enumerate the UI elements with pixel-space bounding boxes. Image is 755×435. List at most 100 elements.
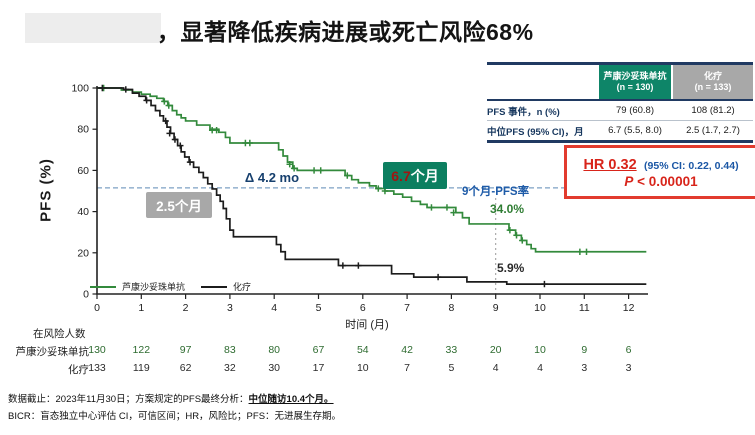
hr-value: HR 0.32 — [583, 156, 637, 173]
at-risk-count: 9 — [581, 344, 588, 356]
at-risk-count: 4 — [537, 362, 543, 374]
censor-mark — [317, 167, 324, 174]
at-risk-count: 6 — [625, 344, 632, 356]
legend-label-chemo: 化疗 — [233, 282, 252, 292]
y-tick-label: 80 — [77, 124, 89, 136]
censor-mark — [186, 158, 194, 166]
y-tick-label: 40 — [77, 206, 89, 218]
pfs-rate-label: 9个月-PFS率 — [462, 186, 530, 198]
header-treatment-n: (n = 130) — [616, 82, 654, 92]
row-label-median: 中位PFS (95% CI)，月 — [487, 126, 584, 138]
at-risk-count: 10 — [356, 362, 369, 374]
x-tick-label: 6 — [360, 302, 366, 314]
legend-line-green — [90, 285, 116, 288]
censor-mark — [583, 248, 590, 255]
header-chemo: 化疗 (n = 133) — [673, 65, 753, 99]
x-tick-label: 5 — [316, 302, 322, 314]
legend-item-chemo: 化疗 — [201, 280, 251, 293]
censor-mark — [99, 84, 106, 92]
censor-mark — [290, 165, 298, 172]
censor-mark — [161, 98, 168, 105]
footnote-line2: BICR：盲态独立中心评估 CI，可信区间；HR，风险比；PFS：无进展生存期。 — [8, 411, 342, 423]
at-risk-count: 54 — [356, 344, 369, 356]
header-treatment: 芦康沙妥珠单抗 (n = 130) — [599, 65, 671, 99]
footnotes: 数据截止：2023年11月30日；方案规定的PFS最终分析：中位随访10.4个月… — [8, 391, 341, 425]
at-risk-count: 5 — [448, 362, 455, 374]
censor-mark — [443, 204, 451, 211]
at-risk-count: 32 — [224, 362, 236, 374]
censor-mark — [162, 117, 169, 125]
censor-mark — [286, 161, 293, 168]
at-risk-count: 62 — [179, 362, 192, 374]
x-tick-label: 11 — [579, 302, 590, 314]
chemo-9mo-rate: 5.9% — [497, 261, 525, 275]
at-risk-count: 3 — [625, 362, 632, 374]
table-row-median: 中位PFS (95% CI)，月 6.7 (5.5, 8.0) 2.5 (1.7… — [487, 121, 753, 140]
median-chemo: 2.5 (1.7, 2.7) — [686, 125, 740, 136]
x-tick-label: 8 — [448, 302, 454, 314]
footnote-followup: 中位随访10.4个月。 — [248, 394, 334, 405]
treatment-median-unit: 个月 — [410, 167, 439, 184]
redacted-drug-name — [25, 13, 161, 43]
treatment-9mo-rate: 34.0% — [490, 202, 525, 216]
x-tick-label: 0 — [94, 302, 100, 314]
hr-ci-text: (95% CI: 0.22, 0.44) — [644, 159, 739, 172]
y-tick-label: 60 — [77, 165, 89, 177]
at-risk-count: 10 — [534, 344, 546, 356]
header-treatment-name: 芦康沙妥珠单抗 — [603, 70, 667, 81]
x-tick-label: 3 — [227, 302, 233, 314]
summary-table: 芦康沙妥珠单抗 (n = 130) 化疗 (n = 133) PFS 事件，n … — [487, 62, 753, 143]
censor-mark — [310, 167, 318, 174]
x-tick-label: 7 — [404, 302, 410, 314]
median-treatment: 6.7 (5.5, 8.0) — [608, 125, 662, 136]
treatment-median-badge: 6.7 个月 — [383, 162, 447, 189]
at-risk-count: 30 — [268, 362, 281, 374]
censor-mark — [171, 136, 179, 143]
y-tick-label: 0 — [83, 289, 89, 301]
at-risk-count: 7 — [404, 362, 411, 374]
at-risk-label-chemo: 化疗 — [68, 364, 89, 376]
legend-item-treatment: 芦康沙妥珠单抗 — [90, 280, 185, 293]
censor-mark — [576, 248, 584, 255]
header-chemo-name: 化疗 — [703, 70, 722, 81]
at-risk-count: 133 — [88, 362, 106, 374]
at-risk-count: 33 — [445, 344, 458, 356]
x-tick-label: 4 — [271, 302, 277, 314]
at-risk-count: 122 — [132, 344, 151, 356]
at-risk-title: 在风险人数 — [33, 328, 86, 340]
censor-mark — [434, 273, 442, 281]
at-risk-count: 83 — [224, 344, 236, 356]
hazard-ratio-box: HR 0.32 (95% CI: 0.22, 0.44) P < 0.00001 — [564, 145, 755, 199]
at-risk-count: 67 — [312, 344, 325, 356]
x-tick-label: 10 — [534, 302, 546, 314]
x-tick-label: 9 — [493, 302, 499, 314]
legend-label-treatment: 芦康沙妥珠单抗 — [122, 282, 186, 292]
at-risk-count: 130 — [88, 344, 106, 356]
events-chemo: 108 (81.2) — [691, 105, 735, 116]
at-risk-count: 80 — [268, 344, 281, 356]
at-risk-count: 42 — [401, 344, 413, 356]
y-tick-label: 100 — [71, 83, 89, 95]
p-symbol: P — [624, 173, 634, 189]
page-title: ，显著降低疾病进展或死亡风险68% — [157, 19, 534, 45]
plot-legend: 芦康沙妥珠单抗 化疗 — [90, 280, 267, 293]
chemo-median-badge: 2.5个月 — [146, 192, 212, 218]
at-risk-label-treatment: 芦康沙妥珠单抗 — [15, 346, 90, 358]
y-axis-label: PFS (%) — [37, 158, 55, 222]
censor-mark — [165, 102, 172, 109]
km-curve-chemo — [97, 87, 647, 285]
summary-table-header: 芦康沙妥珠单抗 (n = 130) 化疗 (n = 133) — [487, 65, 753, 101]
summary-table-body: PFS 事件，n (%) 79 (60.8) 108 (81.2) 中位PFS … — [487, 101, 753, 140]
at-risk-count: 3 — [581, 362, 588, 374]
at-risk-count: 119 — [132, 362, 150, 374]
p-rest: < 0.00001 — [633, 173, 698, 189]
delta-annotation: Δ 4.2 mo — [244, 170, 300, 185]
x-tick-label: 2 — [183, 302, 189, 314]
legend-line-black — [201, 285, 228, 288]
treatment-median-value: 6.7 — [391, 167, 411, 184]
events-treatment: 79 (60.8) — [615, 105, 655, 116]
footnote-line1: 数据截止：2023年11月30日；方案规定的PFS最终分析：中位随访10.4个月… — [8, 391, 341, 408]
censor-mark — [541, 280, 548, 288]
